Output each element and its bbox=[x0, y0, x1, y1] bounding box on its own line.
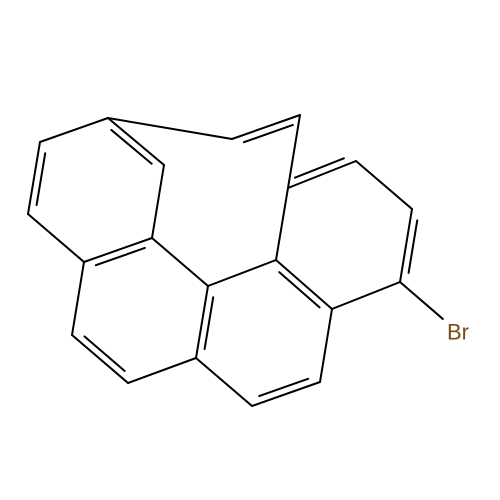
bond-line bbox=[409, 220, 418, 273]
bond-line bbox=[40, 118, 108, 142]
bond-line bbox=[205, 297, 214, 349]
bond-line bbox=[259, 379, 308, 396]
bond-line bbox=[128, 358, 196, 383]
bond-line bbox=[196, 286, 208, 358]
bond-line bbox=[152, 238, 208, 286]
bond-line bbox=[84, 336, 124, 371]
bond-line bbox=[332, 282, 400, 309]
bond-line bbox=[37, 153, 46, 205]
molecule-diagram: Br bbox=[0, 0, 500, 500]
bond-line bbox=[72, 262, 84, 335]
bond-line bbox=[108, 118, 232, 139]
bond-line bbox=[400, 282, 443, 319]
atom-label-br: Br bbox=[447, 320, 469, 345]
bond-line bbox=[288, 161, 356, 188]
bond-line bbox=[196, 358, 252, 406]
bond-line bbox=[28, 214, 84, 262]
bond-line bbox=[72, 335, 128, 383]
bond-line bbox=[276, 260, 332, 309]
bond-line bbox=[276, 188, 288, 260]
bond-line bbox=[244, 125, 293, 142]
bond-line bbox=[111, 130, 151, 164]
bond-line bbox=[400, 209, 412, 282]
bond-line bbox=[96, 248, 145, 265]
bond-line bbox=[152, 165, 164, 238]
bond-line bbox=[208, 260, 276, 286]
bond-line bbox=[356, 161, 412, 209]
bond-line bbox=[28, 142, 40, 214]
bond-line bbox=[279, 272, 319, 307]
bond-line bbox=[320, 309, 332, 382]
